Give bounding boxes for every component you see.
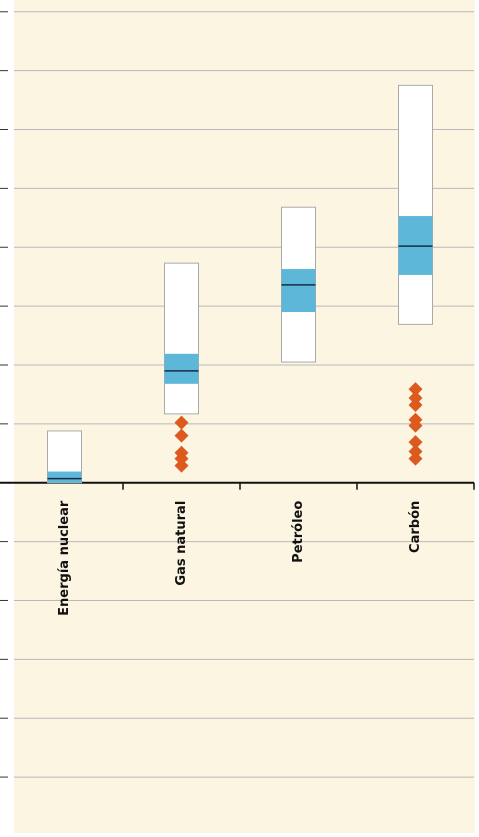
iqr-box — [47, 471, 82, 483]
x-tick-label: Carbón — [408, 501, 423, 553]
outlier — [408, 435, 423, 450]
range-box — [164, 262, 199, 415]
iqr-box — [164, 353, 199, 384]
outlier — [174, 458, 189, 473]
outlier — [174, 451, 189, 466]
outlier — [408, 444, 423, 459]
iqr-box — [281, 269, 316, 313]
x-tick-label: Petróleo — [291, 501, 306, 563]
outlier — [408, 382, 423, 397]
outlier — [408, 390, 423, 405]
outlier — [408, 398, 423, 413]
outlier — [408, 451, 423, 466]
outlier — [174, 428, 189, 443]
outlier — [174, 415, 189, 430]
range-box — [398, 84, 433, 325]
x-tick-label: Gas natural — [174, 501, 189, 586]
outlier — [408, 418, 423, 433]
x-tick-label: Energía nuclear — [57, 500, 72, 616]
